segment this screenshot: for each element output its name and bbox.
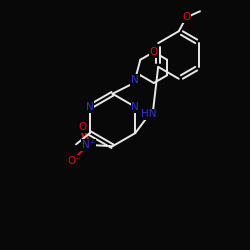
- Text: N: N: [131, 75, 139, 85]
- Text: O: O: [150, 47, 158, 57]
- Text: N⁺: N⁺: [82, 140, 96, 150]
- Text: O: O: [78, 122, 87, 132]
- Text: O⁻: O⁻: [67, 156, 80, 166]
- Text: N: N: [86, 102, 94, 112]
- Text: N: N: [131, 102, 139, 112]
- Text: O: O: [182, 12, 190, 22]
- Text: HN: HN: [141, 109, 157, 119]
